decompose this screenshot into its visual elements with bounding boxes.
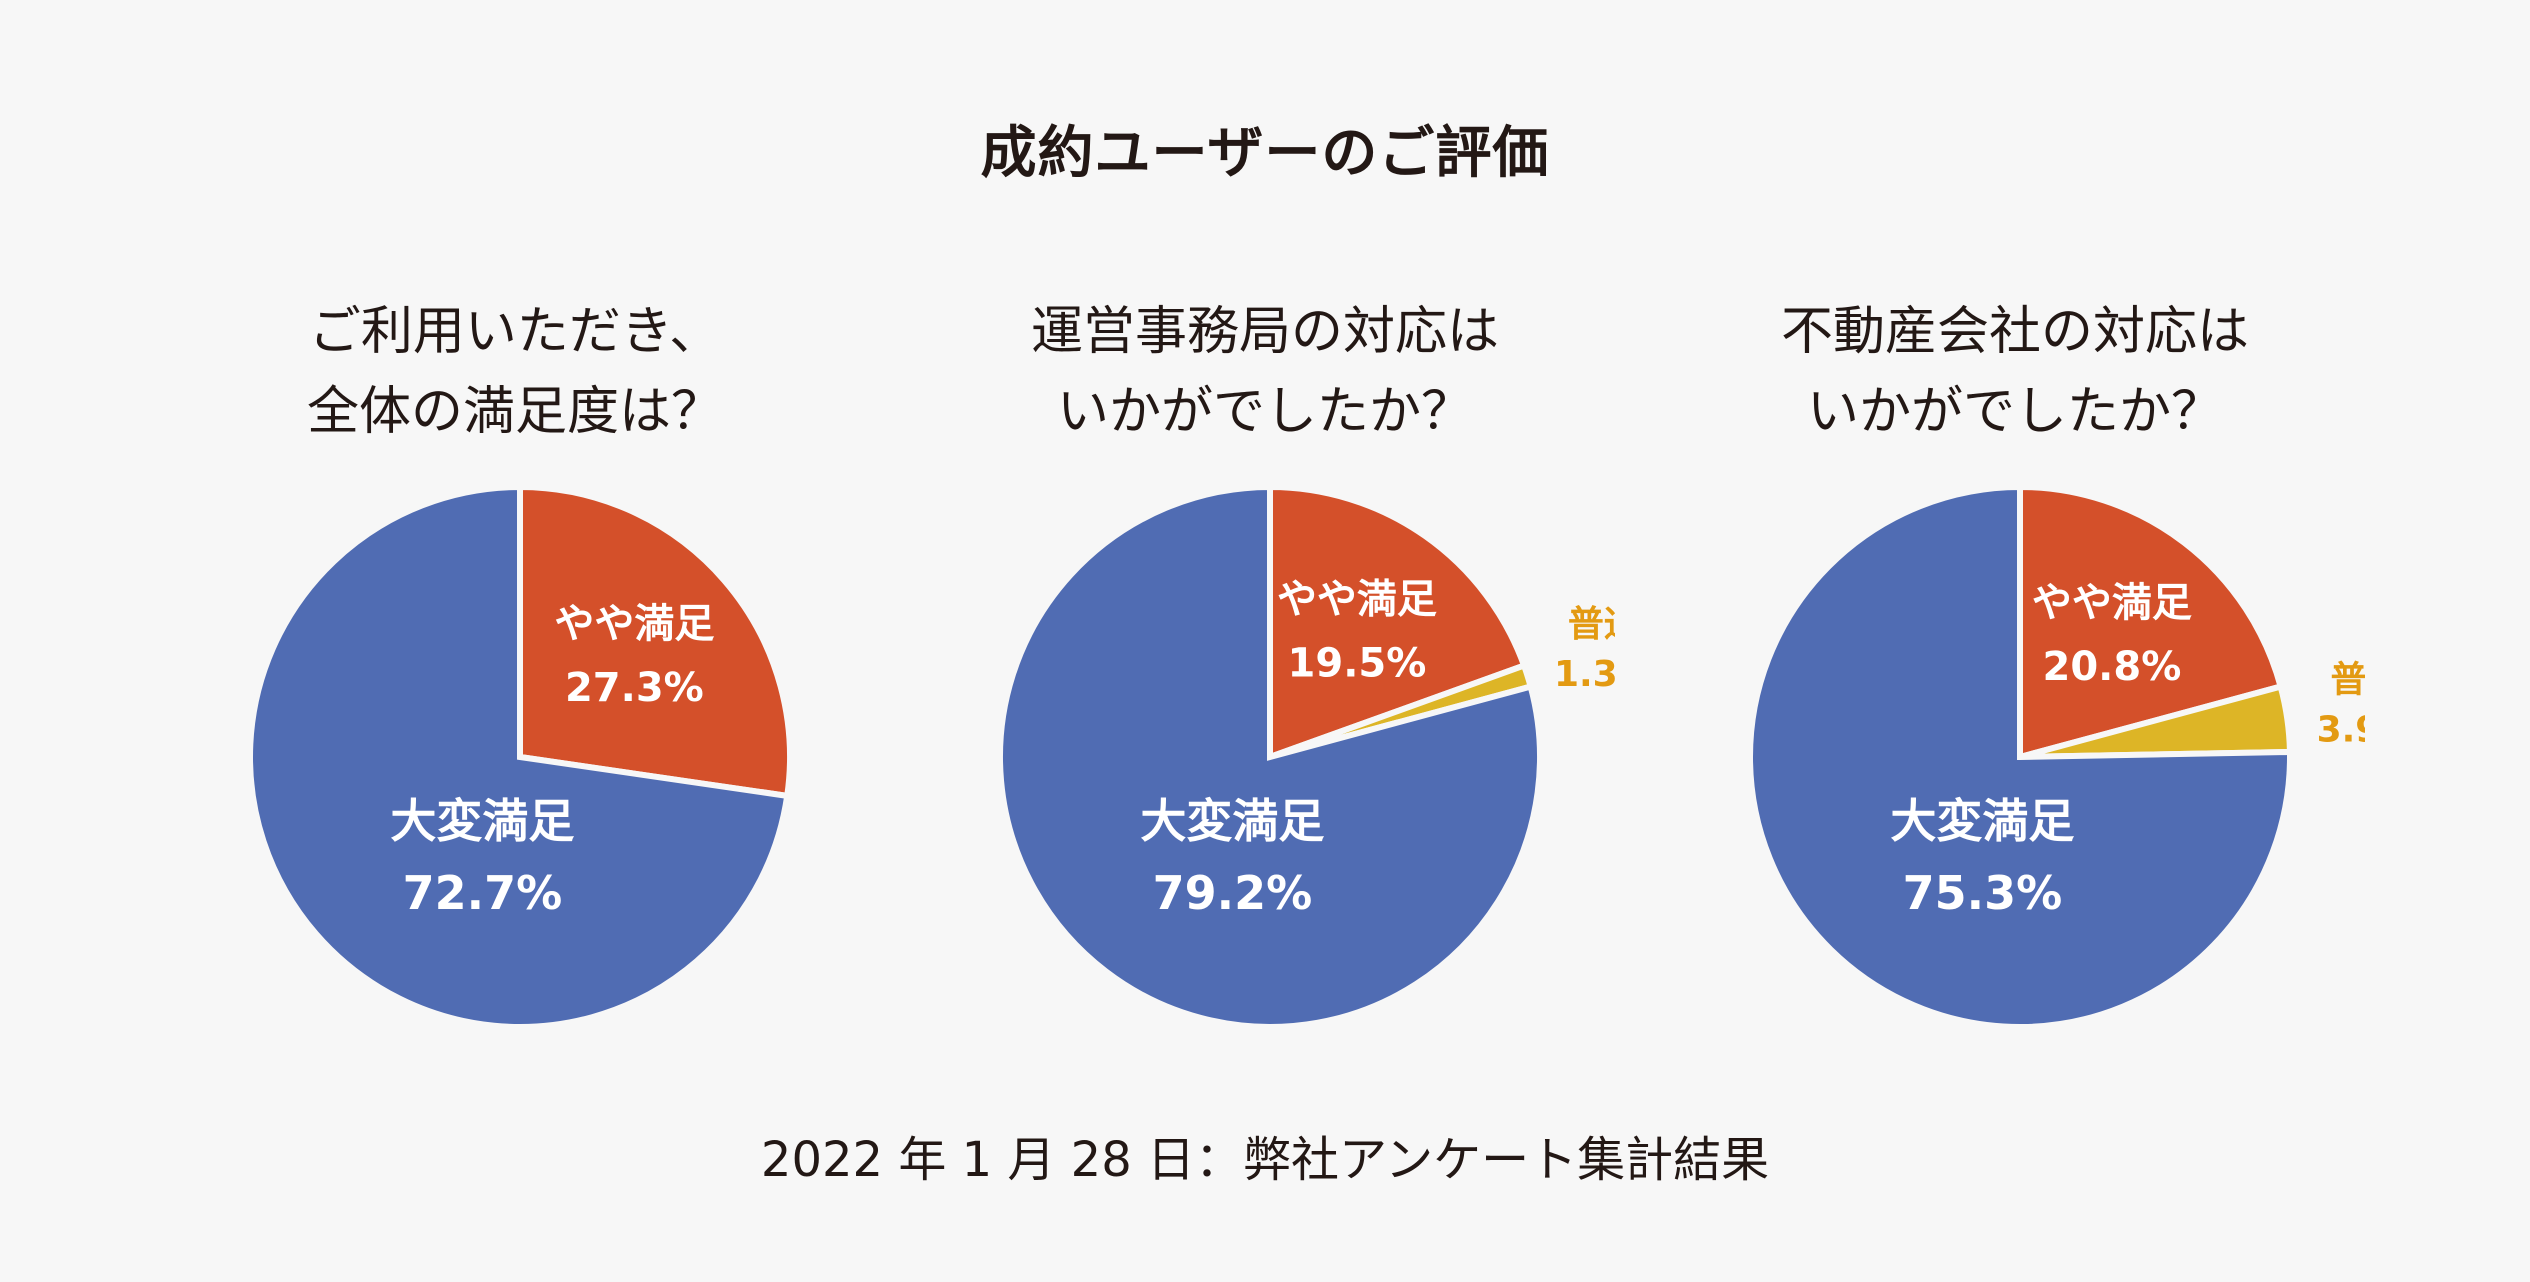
slice-label-outside: 普通 <box>2331 660 2365 701</box>
pie-slice <box>1267 483 1528 762</box>
pie-slice <box>1747 483 2293 1030</box>
slice-value-label-outside: 3.9% <box>2317 710 2365 751</box>
slice-label: 大変満足 <box>1140 794 1324 848</box>
slice-value-label: 79.2% <box>1153 866 1313 920</box>
slice-value-label: 75.3% <box>1903 866 2063 920</box>
chart-title: 不動産会社の対応は いかがでしたか？ <box>1665 292 2365 452</box>
slice-value-label: 27.3% <box>565 665 704 711</box>
slice-label-outside: 普通 <box>1568 604 1615 645</box>
pie-slice <box>247 483 791 1030</box>
chart-title: 運営事務局の対応は いかがでしたか？ <box>915 292 1615 452</box>
pie-chart-agency-response: 不動産会社の対応は いかがでしたか？ やや満足 20.8% 普通 3.9% 大変満足 75… <box>1665 292 2365 1052</box>
footer-note: 2022 年 1 月 28 日：弊社アンケート集計結果 <box>760 1132 1770 1188</box>
pie-svg: やや満足 27.3% 大変満足 72.7% <box>247 483 793 1030</box>
chart-title-line-1: 不動産会社の対応は <box>1780 302 2249 362</box>
slice-label: やや満足 <box>554 601 714 647</box>
pie-slice <box>997 483 1543 1030</box>
chart-title: ご利用いただき、 全体の満足度は？ <box>165 292 865 452</box>
pie-chart-office-response: 運営事務局の対応は いかがでしたか？ やや満足 19.5% 普通 1.3% 大変満足 79… <box>915 292 1615 1052</box>
pie-chart-overall-satisfaction: ご利用いただき、 全体の満足度は？ やや満足 27.3% 大変満足 72.7% <box>165 292 865 1052</box>
chart-title-line-1: 運営事務局の対応は <box>1030 302 1499 362</box>
slice-label: やや満足 <box>1277 576 1437 622</box>
pie-svg: やや満足 20.8% 普通 3.9% 大変満足 75.3% <box>1747 483 2365 1030</box>
slice-value-label: 19.5% <box>1288 640 1427 686</box>
slice-value-label: 20.8% <box>2043 644 2182 690</box>
chart-title-line-2: 全体の満足度は？ <box>306 382 723 442</box>
chart-title-line-2: いかがでしたか？ <box>1056 382 1473 442</box>
slice-value-label: 72.7% <box>403 866 563 920</box>
main-title: 成約ユーザーのご評価 <box>980 121 1550 186</box>
pie-slice <box>2017 483 2285 761</box>
slice-label: 大変満足 <box>1890 794 2074 848</box>
slice-label: やや満足 <box>2032 580 2192 626</box>
pie-svg: やや満足 19.5% 普通 1.3% 大変満足 79.2% <box>997 483 1615 1030</box>
slice-label: 大変満足 <box>390 794 574 848</box>
chart-title-line-1: ご利用いただき、 <box>308 302 722 362</box>
slice-value-label-outside: 1.3% <box>1554 654 1615 695</box>
chart-title-line-2: いかがでしたか？ <box>1806 382 2223 442</box>
pie-slice <box>517 483 793 800</box>
